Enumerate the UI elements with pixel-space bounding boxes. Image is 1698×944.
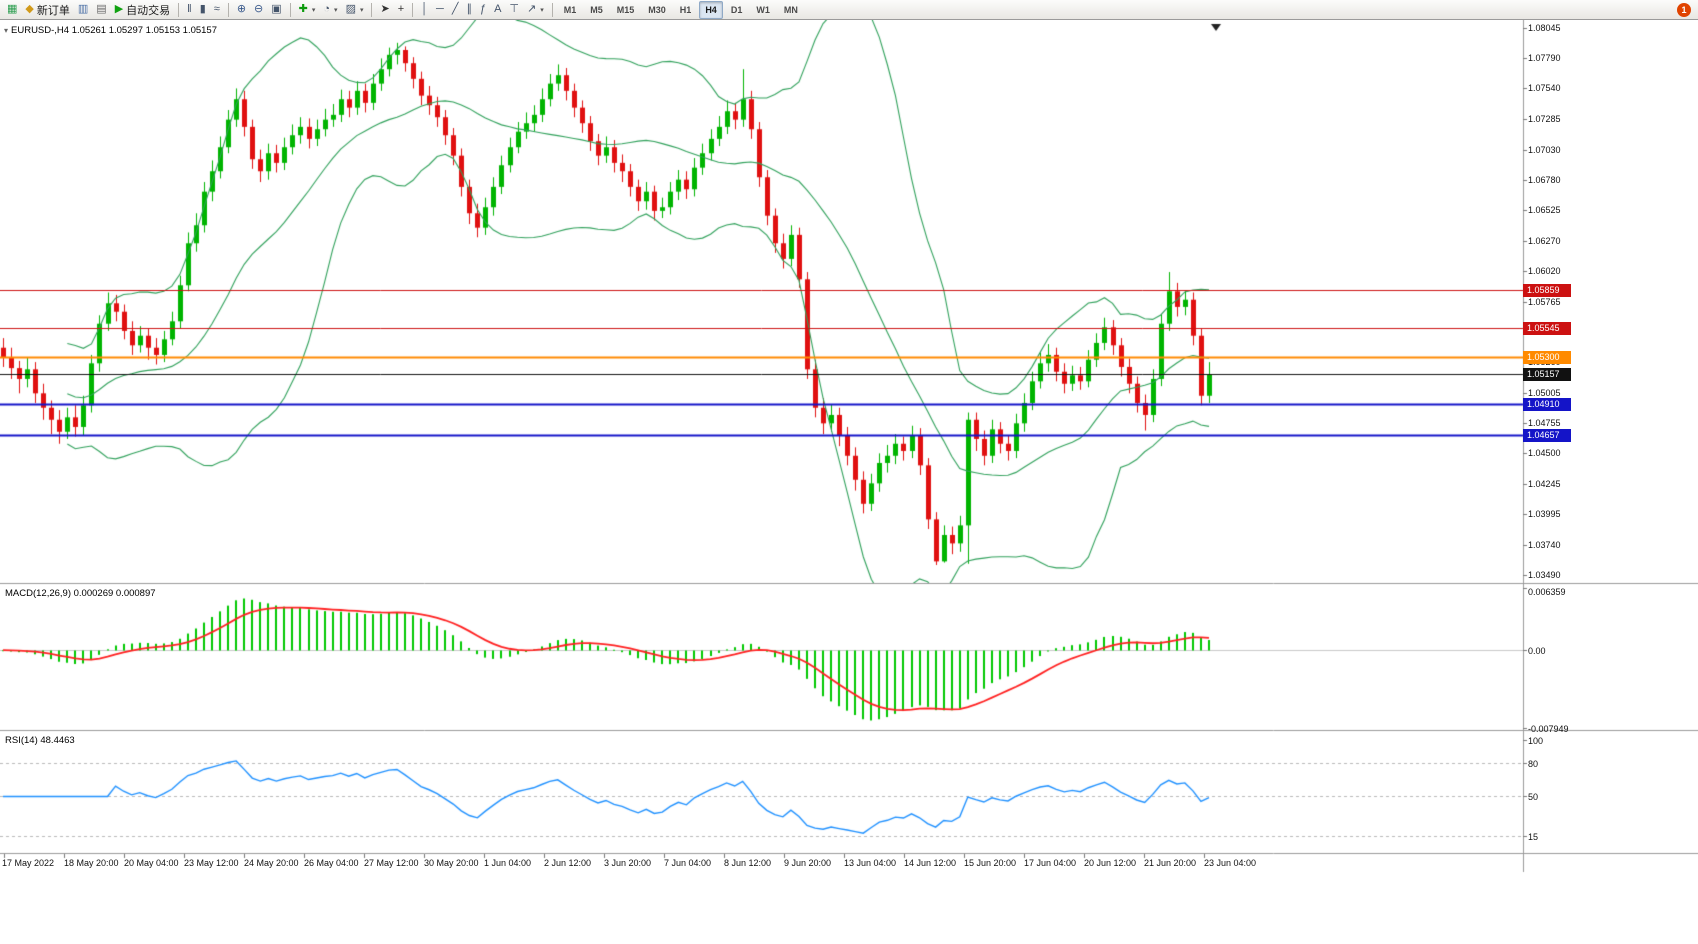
vertical-line-icon-glyph: │ [421,3,429,15]
toolbar-group: ✚ ▾ ◔ ▾ ▨ ▾ [295,0,368,19]
timeframe-button-mn[interactable]: MN [783,4,798,15]
line-chart-icon[interactable]: ≈ [210,1,224,19]
terminal-icon[interactable]: ▦ [3,1,21,19]
autotrading-button-label: 自动交易 [126,4,171,17]
autotrading-button[interactable]: ▶ 自动交易 [111,1,174,19]
indicators-button[interactable]: ✚ ▾ [295,1,320,19]
cursor-icon[interactable]: ➤ [376,1,393,19]
arrows-icon-glyph: ↗ [527,3,537,15]
macd-indicator-label: MACD(12,26,9) 0.000269 0.000897 [5,588,156,599]
toolbar-separator [178,2,180,17]
zoom-in-icon[interactable]: ⊕ [233,1,250,19]
indicators-glyph: ✚ [298,3,308,15]
horizontal-line-icon[interactable]: ─ [432,1,448,19]
periods-button[interactable]: ◔ ▾ [319,1,341,19]
toolbar-group: ‖ ▮ ≈ [183,0,224,19]
timeframe-button-h1[interactable]: H1 [679,4,692,15]
toolbar-separator [289,2,291,17]
timeframe-button-h4[interactable]: H4 [699,0,723,19]
one-click-trading-toggle-icon[interactable]: ▾ [4,26,9,35]
market-watch-icon-glyph: ▤ [96,3,107,15]
price-chart-canvas[interactable] [0,20,1698,944]
tile-windows-icon-glyph: ▣ [271,3,282,15]
toolbar-separator [412,2,414,17]
crosshair-icon[interactable]: + [394,1,408,19]
new-order-glyph: ◆ [25,3,34,15]
tile-windows-icon[interactable]: ▣ [267,1,285,19]
bar-chart-icon-glyph: ‖ [187,3,192,15]
trendline-icon[interactable]: ╱ [448,1,463,19]
toolbar-separator [551,2,553,17]
terminal-icon-glyph: ▦ [7,3,18,15]
dropdown-caret-icon: ▾ [311,6,316,14]
toolbar-buttons: ▦ ◆ 新订单 ▥ ▤ ▶ 自动交易 ‖ ▮ ≈ ⊕ ⊖ ▣ ✚ ▾ ◔ ▾ ▨ ▾ ➤ + │ ─ ╱ ∥ ƒ A ⊤ ↗ ▾ M1 M5 M… [3,0,1677,19]
toolbar-group: ⊕ ⊖ ▣ [233,0,286,19]
chart-symbol-header: ▾ EURUSD-,H4 1.05261 1.05297 1.05153 1.05… [4,25,217,36]
dropdown-caret-icon: ▾ [334,6,338,14]
zoom-out-icon-glyph: ⊖ [254,3,264,15]
toolbar-group: ▦ ◆ 新订单 ▥ ▤ ▶ 自动交易 [3,0,174,19]
zoom-out-icon[interactable]: ⊖ [250,1,267,19]
timeframe-button-m15[interactable]: M15 [616,4,635,15]
timeframe-button-m5[interactable]: M5 [590,4,603,15]
dropdown-caret-icon: ▾ [540,6,544,14]
charts-icon[interactable]: ▥ [74,1,92,19]
candlestick-chart-icon[interactable]: ▮ [196,1,210,19]
fibonacci-icon[interactable]: ƒ [476,1,490,19]
periods-glyph: ◔ [323,3,331,15]
market-watch-icon[interactable]: ▤ [92,1,110,19]
timeframe-button-w1[interactable]: W1 [756,4,770,15]
toolbar-right: 1 [1677,2,1695,17]
label-icon[interactable]: ⊤ [505,1,523,19]
horizontal-line-icon-glyph: ─ [436,3,444,15]
timeframe-button-m1[interactable]: M1 [563,4,577,15]
toolbar-separator [371,2,373,17]
crosshair-icon-glyph: + [397,3,405,15]
rsi-indicator-label: RSI(14) 48.4463 [5,735,75,746]
label-icon-glyph: ⊤ [509,3,519,15]
text-icon[interactable]: A [490,1,505,19]
line-chart-icon-glyph: ≈ [213,3,220,15]
text-icon-glyph: A [494,3,502,15]
timeframe-button-d1[interactable]: D1 [730,4,743,15]
candlestick-chart-icon-glyph: ▮ [199,3,206,15]
dropdown-caret-icon: ▾ [359,6,364,14]
toolbar-separator [227,2,229,17]
autotrading-glyph: ▶ [114,3,124,15]
notification-badge[interactable]: 1 [1677,2,1691,17]
new-order-button-label: 新订单 [36,4,70,17]
toolbar-group: ➤ + [376,0,408,19]
toolbar: ▦ ◆ 新订单 ▥ ▤ ▶ 自动交易 ‖ ▮ ≈ ⊕ ⊖ ▣ ✚ ▾ ◔ ▾ ▨ ▾ ➤ + │ ─ ╱ ∥ ƒ A ⊤ ↗ ▾ M1 M5 M… [0,0,1698,20]
timeframe-group: M1 M5 M15 M30 H1 H4 D1 W1 MN [557,0,805,19]
arrows-icon[interactable]: ↗ ▾ [523,1,548,19]
chart-window: ▾ EURUSD-,H4 1.05261 1.05297 1.05153 1.05… [0,20,1698,944]
charts-icon-glyph: ▥ [77,3,89,15]
symbol-ohlc-text: EURUSD-,H4 1.05261 1.05297 1.05153 1.051… [11,25,217,36]
new-order-button[interactable]: ◆ 新订单 [21,1,73,19]
bar-chart-icon[interactable]: ‖ [183,1,196,19]
channel-icon-glyph: ∥ [466,3,472,15]
zoom-in-icon-glyph: ⊕ [236,3,247,15]
templates-glyph: ▨ [345,3,356,15]
trendline-icon-glyph: ╱ [451,3,459,15]
cursor-icon-glyph: ➤ [380,3,390,15]
templates-button[interactable]: ▨ ▾ [342,1,368,19]
timeframe-button-m30[interactable]: M30 [648,4,666,15]
fibonacci-icon-glyph: ƒ [479,3,487,15]
toolbar-group: │ ─ ╱ ∥ ƒ A ⊤ ↗ ▾ [417,0,548,19]
vertical-line-icon[interactable]: │ [417,1,432,19]
channel-icon[interactable]: ∥ [462,1,476,19]
